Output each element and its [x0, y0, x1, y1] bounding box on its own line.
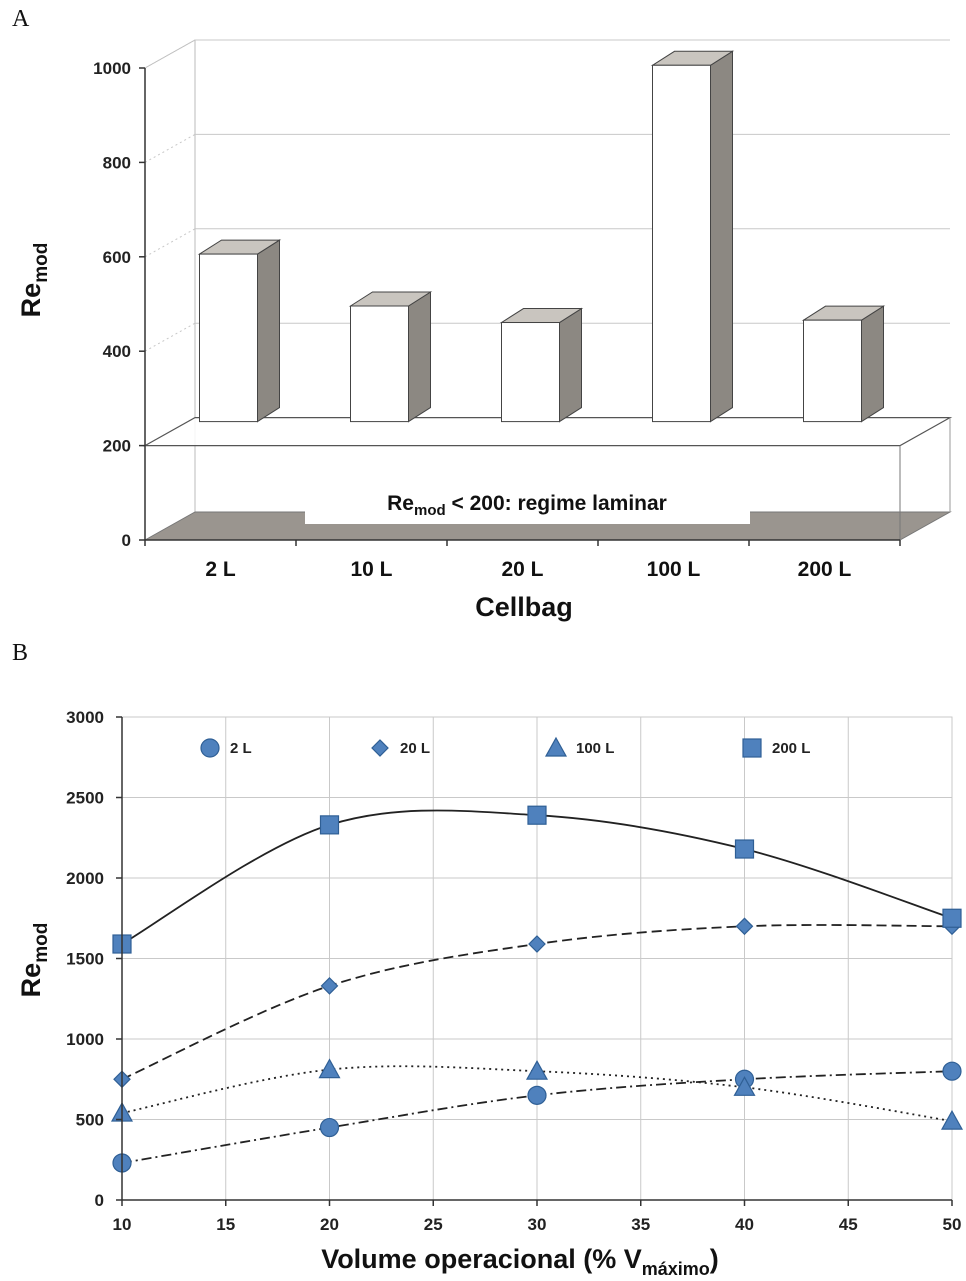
y-tick-label: 1500	[66, 950, 104, 969]
annotation-text: Remod < 200: regime laminar	[387, 492, 667, 519]
data-point-100l	[525, 1059, 549, 1080]
x-tick-label: 2 L	[205, 558, 236, 581]
data-point-100l	[733, 1076, 756, 1096]
gridline-diagonal	[144, 322, 196, 352]
annotation-box	[305, 478, 750, 524]
data-point-200l	[319, 815, 340, 835]
y-tick-label: 0	[95, 1191, 104, 1210]
bar-side	[861, 305, 884, 423]
scatter-chart-b: 0 500 1000 1500 2000 2500 3000 10 15 20 25 30 35 40 4…	[16, 708, 964, 1279]
chart-a-annotation: Remod < 200: regime laminar	[305, 478, 750, 524]
data-point-2l	[319, 1117, 340, 1138]
data-point-200l	[942, 908, 962, 928]
panel-label-b: B	[12, 640, 29, 666]
bar-side	[408, 291, 431, 423]
chart-b-gridlines	[121, 716, 953, 1201]
data-point-100l	[940, 1109, 964, 1130]
data-point-20l	[320, 977, 339, 995]
y-tick-label: 600	[103, 248, 131, 267]
back-wall-top-edge	[144, 39, 950, 69]
bar	[803, 319, 862, 423]
y-tick-label: 500	[76, 1111, 104, 1130]
x-tick-label: 50	[943, 1215, 962, 1234]
chart-b-y-title: Remod	[16, 923, 52, 998]
legend-marker-100l	[544, 736, 568, 757]
x-tick-label: 40	[735, 1215, 754, 1234]
data-point-20l	[528, 935, 546, 953]
y-tick-label: 0	[122, 531, 131, 550]
x-tick-label: 45	[839, 1215, 858, 1234]
y-tick-label: 2000	[66, 869, 104, 888]
chart-a-bars	[197, 50, 886, 423]
x-tick-label: 35	[631, 1215, 650, 1234]
x-tick-label: 25	[424, 1215, 443, 1234]
chart-a-x-ticks: 2 L 10 L 20 L 100 L 200 L	[205, 558, 851, 581]
y-tick-label: 1000	[93, 59, 131, 78]
x-tick-label: 20 L	[501, 558, 543, 581]
chart-b-x-title: Volume operacional (% Vmáximo)	[321, 1244, 719, 1279]
chart-a-axes	[144, 68, 901, 546]
bar-side	[559, 307, 582, 423]
x-tick-label: 200 L	[798, 558, 852, 581]
y-tick-label: 2500	[66, 789, 104, 808]
data-point-100l	[318, 1058, 341, 1079]
legend-marker-200l	[742, 738, 762, 758]
panel-label-a: A	[12, 6, 30, 32]
chart-a-y-ticks: 0 200 400 600 800 1000	[93, 59, 145, 550]
legend-marker-20l	[371, 739, 389, 757]
legend-label-2l: 2 L	[230, 740, 252, 757]
data-point-20l	[735, 917, 754, 936]
y-tick-label: 1000	[66, 1030, 104, 1049]
data-point-200l	[734, 839, 755, 859]
trend-line-100l	[121, 1065, 953, 1122]
bar-chart-a: Remod < 200: regime laminar 0 200 400 600 80…	[16, 39, 953, 622]
x-tick-label: 100 L	[647, 558, 701, 581]
data-point-200l	[527, 805, 547, 825]
x-tick-label: 20	[320, 1215, 339, 1234]
x-tick-label: 30	[528, 1215, 547, 1234]
chart-a-x-title: Cellbag	[475, 592, 573, 622]
y-tick-label: 400	[103, 342, 131, 361]
chart-b-legend: 2 L 20 L 100 L 200 L	[200, 736, 810, 758]
legend-label-20l: 20 L	[400, 740, 430, 757]
bar	[350, 305, 409, 423]
y-tick-label: 200	[103, 437, 131, 456]
legend-marker-2l	[200, 738, 220, 758]
bar-side	[710, 50, 733, 423]
legend-label-200l: 200 L	[772, 740, 810, 757]
x-tick-label: 10 L	[350, 558, 392, 581]
bar	[199, 253, 258, 423]
chart-b-x-ticks: 10 15 20 25 30 35 40 45 50	[113, 1200, 962, 1234]
x-tick-label: 10	[113, 1215, 132, 1234]
bar	[652, 64, 711, 423]
bar	[501, 322, 560, 423]
legend-label-100l: 100 L	[576, 740, 614, 757]
bar-side	[257, 239, 280, 423]
data-point-2l	[527, 1085, 547, 1105]
x-tick-label: 15	[216, 1215, 235, 1234]
data-point-2l	[942, 1061, 962, 1081]
gridline-diagonal	[144, 133, 196, 163]
gridline-diagonal	[144, 228, 196, 258]
y-tick-label: 800	[103, 153, 131, 172]
chart-b-y-ticks: 0 500 1000 1500 2000 2500 3000	[66, 708, 122, 1210]
chart-a-y-title: Remod	[16, 243, 52, 318]
y-tick-label: 3000	[66, 708, 104, 727]
